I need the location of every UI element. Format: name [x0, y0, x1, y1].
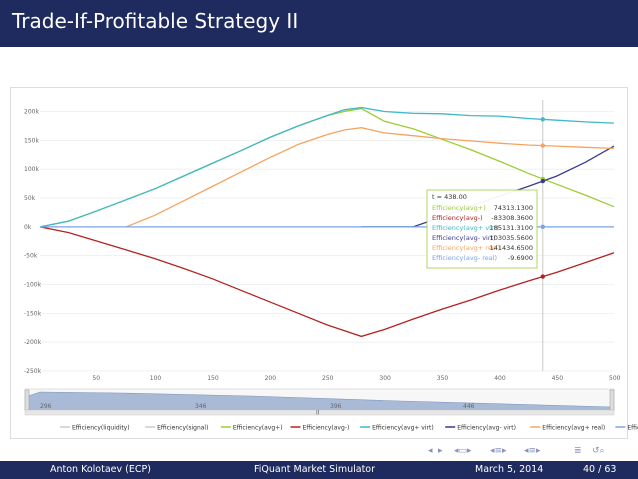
y-tick-label: 150k — [24, 137, 39, 144]
tooltip-row-label: Efficiency(avg+ real) — [432, 244, 500, 252]
nav-section-icon[interactable]: ◂≡▸ — [490, 446, 507, 456]
navigator-right-handle — [609, 389, 615, 411]
nav-search-icon[interactable]: ↺⌕ — [592, 446, 605, 456]
nav-frame-icon[interactable]: ◂▭▸ — [454, 446, 472, 456]
tooltip: t = 438.00 Efficiency(avg+) 74313.1300 Effi… — [426, 189, 538, 269]
nav-subsection-icon[interactable]: ◂≡▸ — [524, 446, 541, 456]
tooltip-row-value: 103035.5600 — [490, 234, 533, 242]
legend-item: Efficiency(avg- real) — [627, 425, 638, 432]
footer-date: March 5, 2014 — [475, 464, 544, 475]
tooltip-row-label: Efficiency(avg- real) — [432, 254, 497, 262]
navigator-left-handle — [24, 389, 30, 411]
tooltip-row-label: Efficiency(avg+ virt) — [432, 224, 499, 232]
y-tick-label: 100k — [24, 166, 39, 173]
x-tick-label: 450 — [552, 375, 564, 382]
legend-item: Efficiency(avg+) — [233, 425, 283, 432]
legend-item: Efficiency(signal) — [157, 425, 208, 432]
series-line-efficiency-avg- — [39, 226, 615, 338]
tooltip-row-value: -83308.3600 — [491, 214, 533, 222]
y-tick-label: 50k — [24, 195, 36, 202]
tooltip-row-value: 74313.1300 — [494, 204, 533, 212]
series-line-efficiency-avg-real- — [125, 127, 615, 228]
tooltip-row-value: 141434.6500 — [490, 244, 533, 252]
x-tick-label: 350 — [437, 375, 449, 382]
crosshair-marker — [540, 143, 546, 148]
x-tick-label: 500 — [609, 375, 621, 382]
navigator-label: 446 — [463, 403, 475, 410]
y-tick-label: 200k — [24, 109, 39, 116]
legend-item: Efficiency(avg-) — [303, 425, 350, 432]
footer-page: 40 / 63 — [583, 464, 617, 475]
y-tick-label: -250k — [24, 368, 42, 375]
y-tick-label: -100k — [24, 282, 42, 289]
legend-item: Efficiency(avg+ virt) — [372, 425, 434, 432]
title-bar: Trade-If-Profitable Strategy II — [0, 0, 638, 47]
x-tick-label: 250 — [322, 375, 334, 382]
navigator-scrollbar — [24, 409, 615, 416]
slide-footer: Anton Kolotaev (ECP) FiQuant Market Simu… — [0, 461, 638, 479]
nav-align-icon[interactable]: ≣ — [574, 446, 582, 456]
navigator-label: 346 — [195, 403, 207, 410]
navigator-label: 396 — [330, 403, 342, 410]
x-tick-label: 300 — [379, 375, 391, 382]
legend-item: Efficiency(avg+ real) — [542, 425, 605, 432]
footer-title: FiQuant Market Simulator — [254, 464, 376, 475]
tooltip-row-value: -9.6900 — [508, 254, 533, 262]
navigator-scrollbar-grip: II — [316, 410, 320, 417]
slide-title: Trade-If-Profitable Strategy II — [12, 9, 299, 33]
crosshair-marker — [540, 117, 546, 122]
tooltip-header: t = 438.00 — [432, 193, 467, 201]
x-tick-label: 200 — [265, 375, 277, 382]
tooltip-row-label: Efficiency(avg+) — [432, 204, 486, 212]
x-tick-label: 100 — [150, 375, 162, 382]
series-line-efficiency-avg-virt- — [39, 106, 615, 228]
tooltip-box — [426, 189, 538, 269]
tooltip-row-label: Efficiency(avg- virt) — [432, 234, 496, 242]
y-tick-label: -150k — [24, 310, 42, 317]
y-tick-label: 0k — [24, 224, 32, 231]
nav-left-icon[interactable]: ◂ — [428, 446, 433, 456]
crosshair-marker — [540, 274, 546, 279]
tooltip-row-value: 185131.3100 — [490, 224, 533, 232]
y-tick-label: -50k — [24, 253, 38, 260]
legend-item: Efficiency(liquidity) — [72, 425, 130, 432]
x-tick-label: 150 — [207, 375, 219, 382]
crosshair-marker — [540, 178, 546, 184]
footer-author: Anton Kolotaev (ECP) — [50, 464, 151, 475]
tooltip-row-label: Efficiency(avg-) — [432, 214, 483, 222]
nav-right-icon[interactable]: ▸ — [438, 446, 443, 456]
beamer-navigation[interactable]: ◂ ▸ ◂▭▸ ◂≡▸ ◂≡▸ ≣ ↺⌕ — [424, 446, 638, 460]
x-tick-label: 400 — [494, 375, 506, 382]
y-tick-label: -200k — [24, 339, 42, 346]
crosshair-marker — [540, 224, 546, 230]
x-tick-label: 50 — [92, 375, 100, 382]
navigator-label: 296 — [40, 403, 52, 410]
legend-item: Efficiency(avg- virt) — [457, 425, 516, 432]
